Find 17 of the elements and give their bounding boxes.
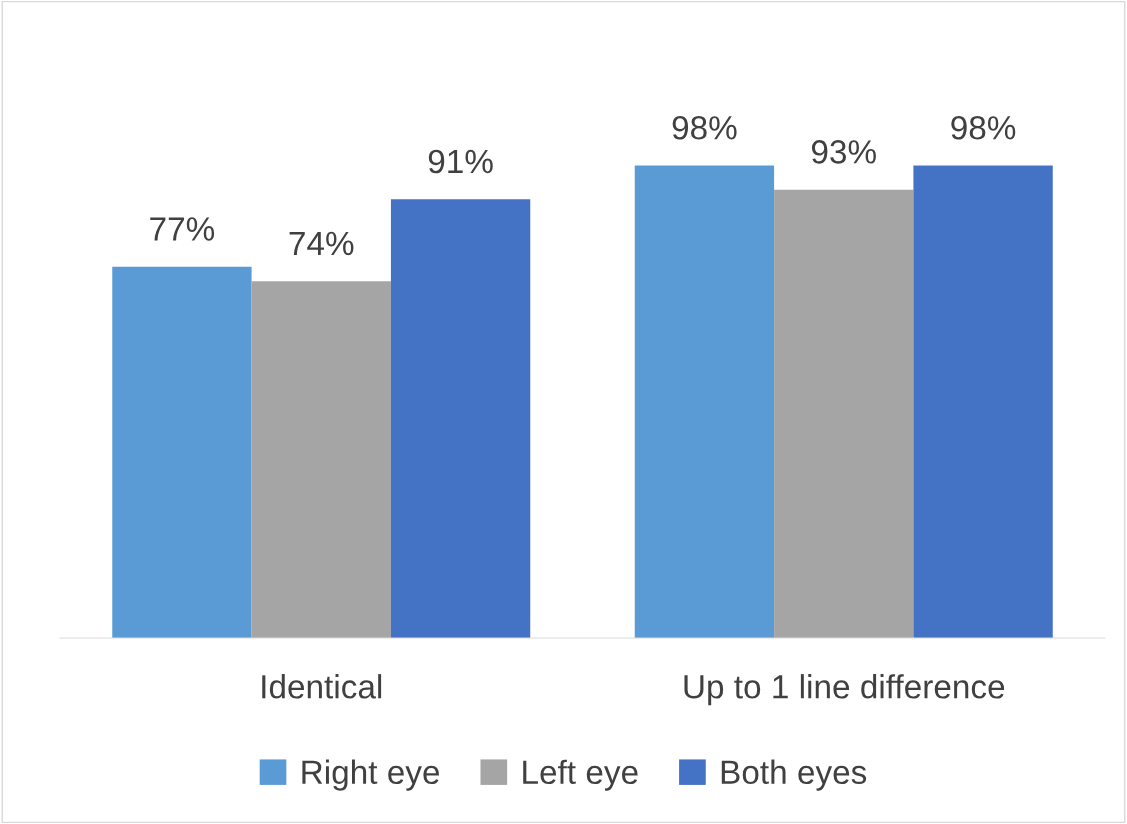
legend-label: Both eyes bbox=[721, 759, 867, 791]
data-label: 93% bbox=[811, 140, 876, 164]
x-tick-label: Up to 1 line difference bbox=[684, 674, 1005, 706]
legend-label: Left eye bbox=[523, 759, 638, 791]
bar bbox=[913, 165, 1053, 638]
bar bbox=[634, 165, 775, 638]
data-label: 98% bbox=[672, 115, 737, 140]
bar bbox=[112, 266, 252, 638]
bar bbox=[774, 189, 914, 638]
legend-label: Right eye bbox=[302, 759, 440, 791]
data-label: 98% bbox=[951, 115, 1016, 140]
data-label: 74% bbox=[289, 231, 354, 256]
data-label: 77% bbox=[150, 217, 215, 241]
bar bbox=[251, 281, 391, 638]
x-tick-label: Identical bbox=[262, 674, 382, 699]
bar bbox=[390, 199, 531, 638]
data-label: 91% bbox=[428, 149, 493, 174]
